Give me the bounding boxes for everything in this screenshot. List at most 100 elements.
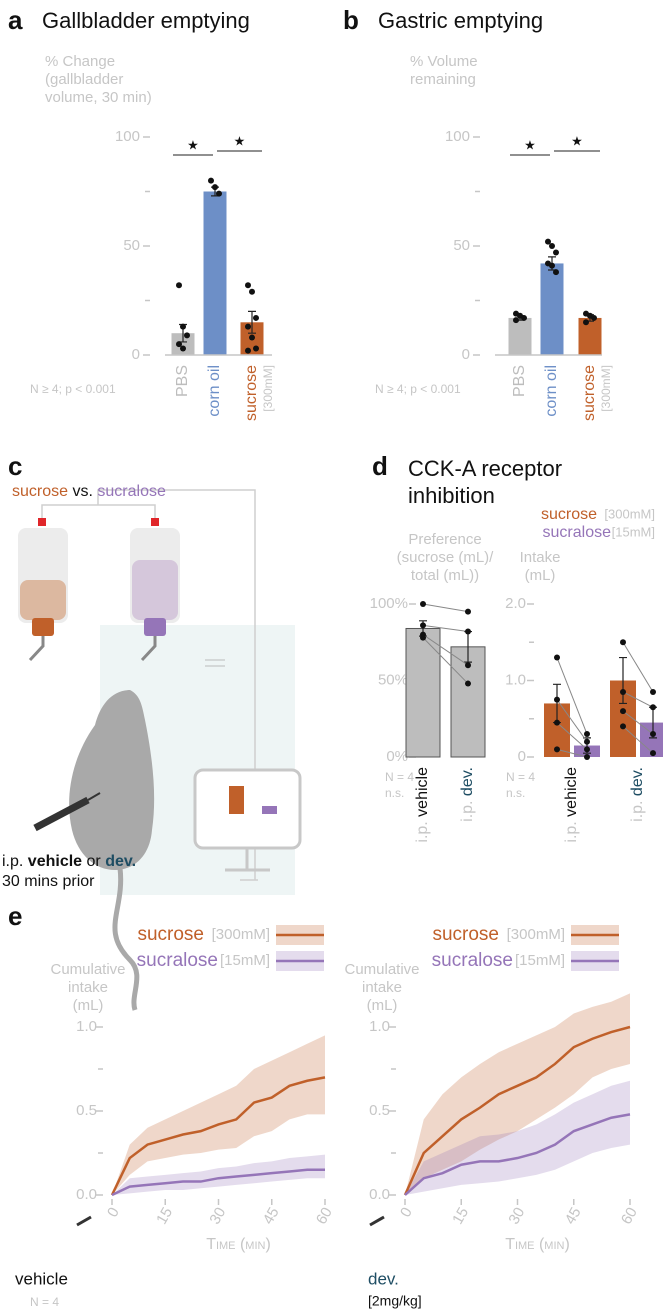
legend-tag: [300mM] [212,926,270,943]
pair-line [422,637,469,684]
category: sucrose [243,365,260,421]
bottle-fluid [132,560,178,620]
legend-label: sucrose [137,924,204,945]
note: N ≥ 4; p < 0.001 [375,382,461,396]
category: corn oil [543,365,560,417]
chart-title: Gallbladder emptying [42,8,250,33]
monitor-stand [225,848,270,872]
y-tick-label: 100 [115,128,140,145]
data-point [249,288,255,295]
legend-tag: [15mM] [220,952,270,969]
data-point [620,723,626,730]
note: vehicle [15,1269,68,1288]
data-point [465,662,471,669]
data-point [584,746,590,753]
data-point [583,319,589,326]
y-tick-label: 100% [370,595,408,612]
data-point [245,323,251,330]
x-tick-label: corn oil [206,365,223,417]
y-tick-label: 0.5 [369,1102,390,1119]
y-axis-label: (mL) [525,567,556,584]
y-tick-label: 50% [378,671,408,688]
error-bar [619,656,627,705]
data-point [208,177,214,184]
y-axis-label: (gallbladder [45,71,123,88]
y-axis-label: intake [68,979,108,996]
y-tick-label: 0.0 [369,1186,390,1203]
data-point [554,654,560,661]
note: [2mg/kg] [368,1293,422,1309]
data-point [420,601,426,607]
syringe-icon [369,1215,385,1227]
category: PBS [511,365,528,397]
x-tick-label: 45 [562,1204,585,1227]
data-point [553,249,559,256]
pair-line [556,722,588,750]
y-axis-label: (sucrose (mL)/ [397,549,495,566]
pair-line [622,710,654,735]
line [110,1076,326,1196]
y-axis-label: remaining [410,71,476,88]
y-axis-label: total (mL)) [411,567,479,584]
data-point [554,746,560,753]
y-tick-label: 2.0 [505,595,526,612]
note: N = 4 [506,770,535,784]
data-point [420,622,426,629]
pair-line [422,634,469,666]
confidence-band [405,1080,630,1195]
significance-star: ★ [524,137,536,152]
significance-star: ★ [187,137,199,152]
bar [508,317,532,355]
confidence-band [112,1035,325,1195]
category: dev. [629,767,646,796]
x-tick-label: corn oil [543,365,560,417]
spout [140,636,157,662]
y-axis-label: volume, 30 min) [45,89,152,106]
category: sucrose [581,365,598,421]
pair-line [556,748,588,758]
data-point [545,238,551,245]
y-tick-label: 50 [453,237,470,254]
data-point [650,704,656,711]
chart-title: inhibition [408,483,495,508]
note: dev. [368,1269,399,1288]
y-axis-label: Intake [520,549,561,566]
prefix: i.p. [629,801,646,822]
legend-label: sucrose [541,506,597,523]
syringe-icon [76,1215,92,1227]
x-tick-label: i.p. dev. [459,767,476,822]
x-tick-label: i.p. vehicle [414,767,431,843]
spout [28,636,45,662]
x-tick-label: 15 [449,1204,472,1227]
note: n.s. [506,786,525,800]
x-tick-label: sucrose [243,365,260,421]
note: N = 4 [30,1295,59,1309]
y-axis-label: Cumulative [344,961,419,978]
data-point [554,719,560,726]
confidence-band [405,993,630,1195]
x-tick-label: 30 [206,1204,229,1227]
caption: 30 mins prior [2,873,95,890]
data-point [212,184,218,191]
data-point [584,731,590,738]
category: vehicle [563,767,580,817]
y-axis-label: intake [362,979,402,996]
x-tick-label: PBS [174,365,191,397]
pipe [41,489,258,881]
syringe [33,796,90,832]
experiment-diagram [18,489,302,1011]
data-point [465,680,471,687]
monitor-bar [229,786,244,814]
rat [69,690,155,870]
cap [38,518,46,526]
y-tick-label: 50 [123,237,140,254]
data-point [584,738,590,745]
pair-line [622,691,654,708]
line [404,1113,631,1196]
pair-line [622,726,654,754]
x-axis-label: Time (min) [505,1236,570,1253]
data-point [554,696,560,703]
note: n.s. [385,786,404,800]
